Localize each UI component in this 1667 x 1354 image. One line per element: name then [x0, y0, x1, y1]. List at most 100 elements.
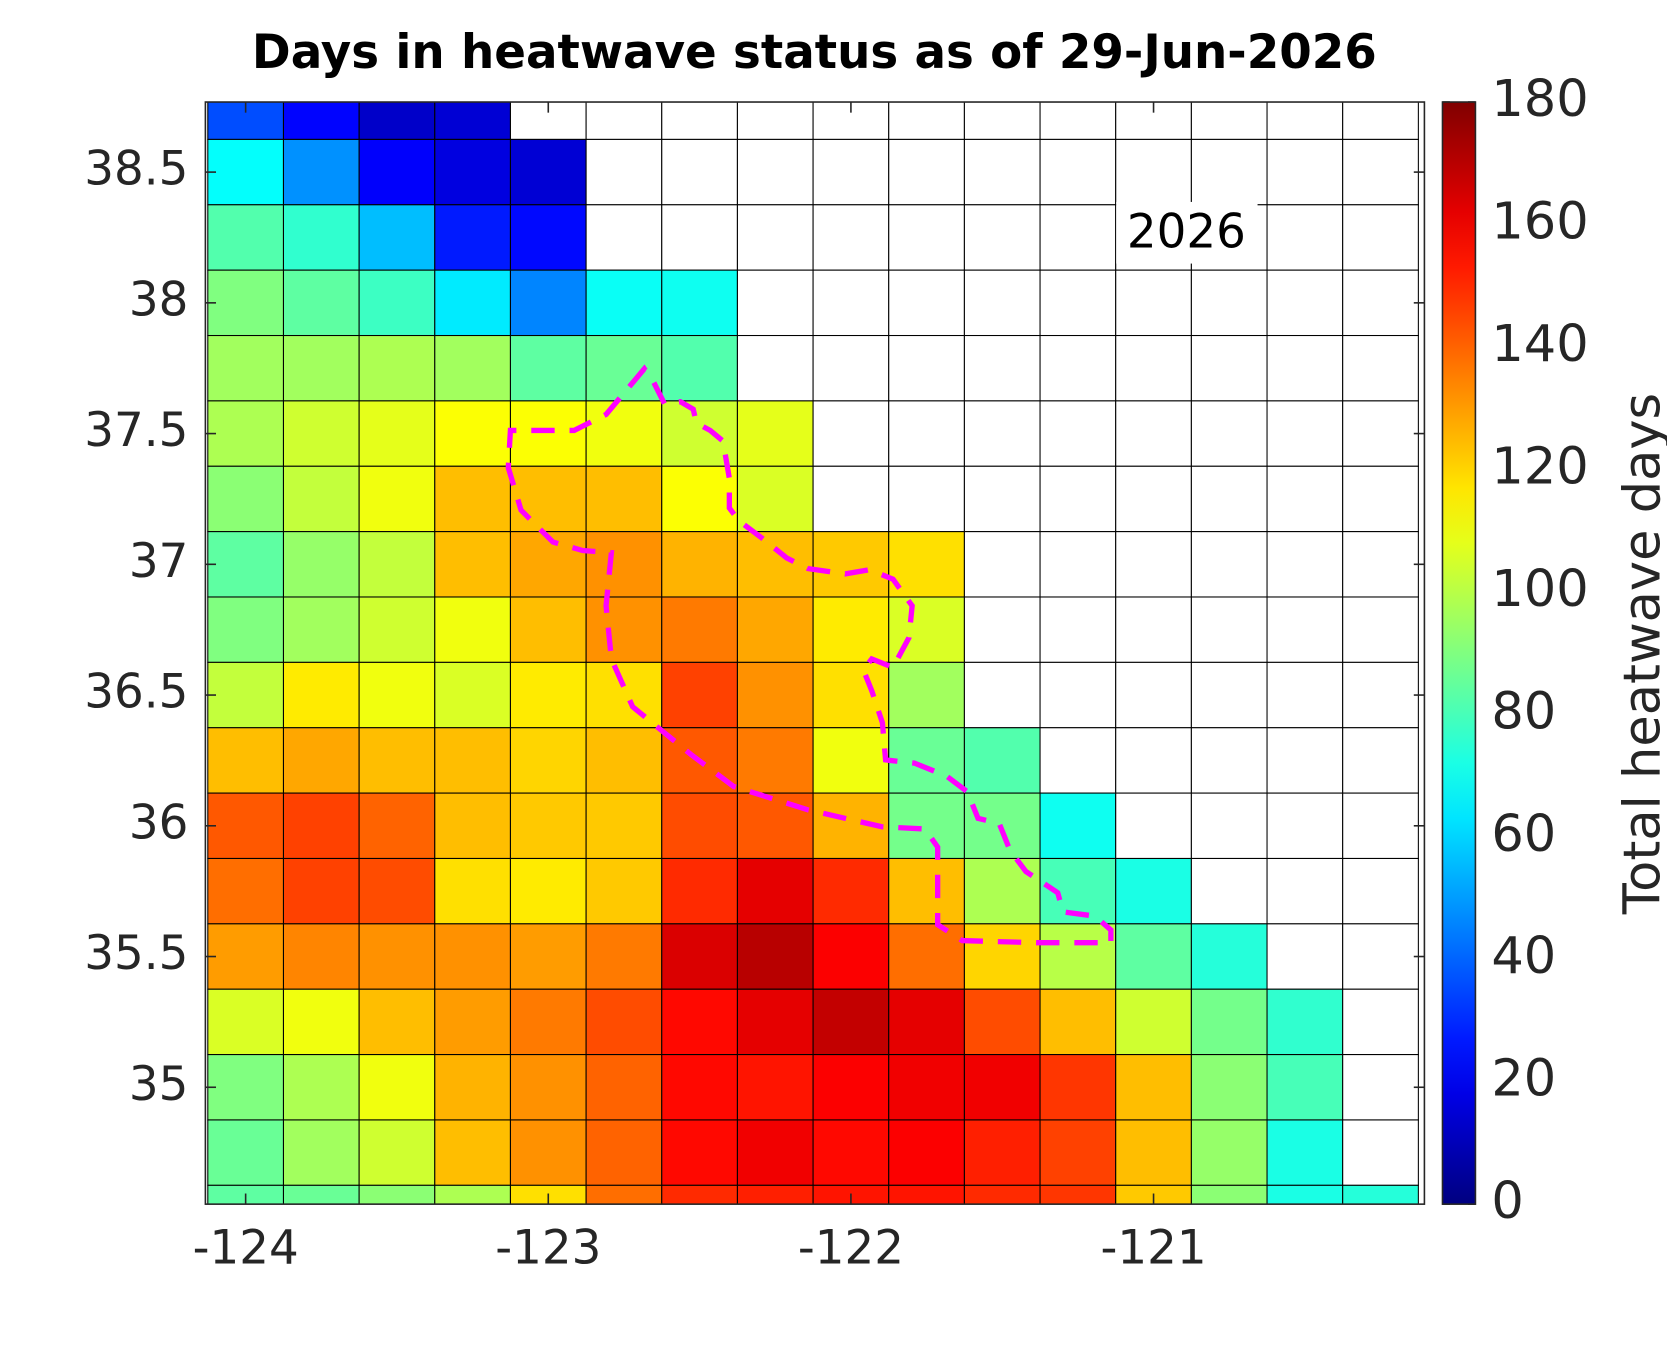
cell [1115, 138, 1192, 206]
y-tick-label: 35.5 [84, 927, 188, 981]
cell [509, 204, 587, 271]
cell [1115, 1054, 1192, 1121]
cell [963, 334, 1041, 402]
cell [207, 204, 285, 271]
cell [888, 857, 965, 925]
cell [585, 531, 663, 598]
cell [509, 334, 587, 402]
cell [661, 204, 738, 271]
cell [207, 596, 285, 663]
cell [1190, 400, 1268, 467]
cell [661, 792, 738, 860]
cell [963, 988, 1041, 1056]
cell [661, 857, 738, 925]
cell [812, 727, 890, 794]
cell [1039, 400, 1117, 467]
y-tick-label: 37.5 [84, 404, 188, 458]
cell [1190, 661, 1268, 729]
cell [1342, 1184, 1419, 1205]
cell [736, 596, 814, 663]
cell [1266, 465, 1344, 533]
cell [1190, 988, 1268, 1056]
cell [207, 334, 285, 402]
cell [736, 661, 814, 729]
cell [282, 857, 360, 925]
annotation-box [1116, 201, 1258, 264]
cell [1266, 269, 1344, 337]
cell [585, 1184, 663, 1205]
cell [1266, 1054, 1344, 1121]
cell [812, 400, 890, 467]
cell [1190, 334, 1268, 402]
cell [888, 923, 965, 990]
cell [1266, 1119, 1344, 1186]
cell [1266, 727, 1344, 794]
cell [1190, 138, 1268, 206]
cell [812, 988, 890, 1056]
cell [1039, 1119, 1117, 1186]
cell [282, 1184, 360, 1205]
cell [736, 269, 814, 337]
cell [585, 596, 663, 663]
cell [1190, 923, 1268, 990]
cell [358, 1054, 436, 1121]
colorbar-tick-label: 40 [1491, 927, 1556, 986]
cell [1342, 1119, 1419, 1186]
cell [736, 727, 814, 794]
cell [358, 661, 436, 729]
cell [1266, 923, 1344, 990]
cell [282, 1119, 360, 1186]
cell [812, 596, 890, 663]
cell [736, 857, 814, 925]
cell [434, 792, 511, 860]
cell [434, 857, 511, 925]
cell [1190, 102, 1268, 140]
cell [1342, 1054, 1419, 1121]
cell [1190, 465, 1268, 533]
cell [1342, 204, 1419, 271]
cell [207, 1054, 285, 1121]
y-tick-label: 36 [129, 796, 189, 850]
cell [963, 1054, 1041, 1121]
x-tick-label: -121 [1100, 1221, 1206, 1275]
cell [207, 792, 285, 860]
cell [736, 792, 814, 860]
cell [509, 531, 587, 598]
cell [963, 596, 1041, 663]
cell [1342, 792, 1419, 860]
cell [888, 102, 965, 140]
cell [434, 727, 511, 794]
cell [434, 596, 511, 663]
cell [282, 661, 360, 729]
cell [1190, 792, 1268, 860]
cell [888, 138, 965, 206]
cell [509, 857, 587, 925]
cell [282, 727, 360, 794]
cell [1115, 400, 1192, 467]
cell [963, 1119, 1041, 1186]
cell [434, 334, 511, 402]
cell [282, 400, 360, 467]
cell [1115, 923, 1192, 990]
cell [585, 138, 663, 206]
cell [1342, 857, 1419, 925]
cell [509, 400, 587, 467]
cell [434, 465, 511, 533]
cell [585, 269, 663, 337]
cell [207, 465, 285, 533]
cell [1342, 465, 1419, 533]
cell [585, 661, 663, 729]
cell [963, 204, 1041, 271]
cell [1115, 334, 1192, 402]
cell [736, 531, 814, 598]
cell [434, 988, 511, 1056]
cell [1190, 1119, 1268, 1186]
cell [282, 269, 360, 337]
cell [1039, 923, 1117, 990]
cell [1115, 661, 1192, 729]
y-tick-label: 38.5 [84, 143, 188, 197]
cell [358, 792, 436, 860]
axes: -124 -123 -122 -121 35 35.5 36 36.5 37 37.5 38 38.5… [84, 70, 1588, 1275]
cell [812, 465, 890, 533]
cell [812, 531, 890, 598]
